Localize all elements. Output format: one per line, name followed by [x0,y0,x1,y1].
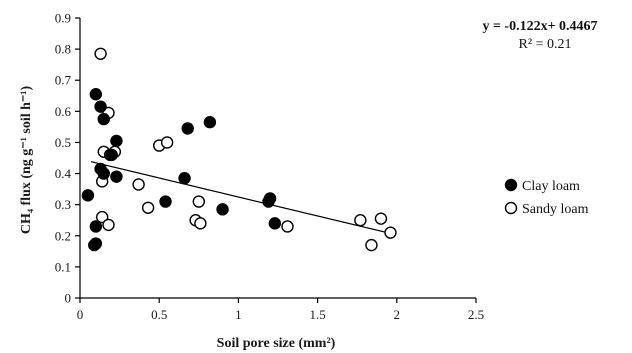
point-sandy-loam [194,217,207,230]
trendline [90,161,393,235]
y-axis-ticks: 0 0.1 0.2 0.3 0.4 0.5 0.6 0.7 0.8 0.9 [55,11,80,306]
y-tick-label: 0.4 [55,166,72,181]
legend-label-clay-loam: Clay loam [522,179,580,194]
y-tick-label: 0.6 [55,104,72,119]
x-tick-label: 0.5 [151,307,167,322]
x-tick-label: 2.5 [468,307,484,322]
point-sandy-loam [160,136,174,149]
point-clay-loam [97,112,110,126]
data-points [81,47,397,252]
legend-item-sandy-loam: Sandy loam [504,201,589,217]
y-tick-label: 0 [65,291,72,306]
x-tick-label: 2 [394,307,401,322]
plot-area: 0 0.1 0.2 0.3 0.4 0.5 0.6 0.7 0.8 0.9 0 0.5 1 1.5 2 2.… [55,11,484,323]
point-clay-loam [159,195,172,208]
point-clay-loam [89,220,103,233]
x-tick-label: 1 [235,307,242,322]
y-axis-title: CH₄ flux (ng g⁻¹ soil h⁻¹) [19,86,34,235]
point-sandy-loam [365,238,378,252]
y-tick-label: 0.1 [55,259,71,274]
legend-label-sandy-loam: Sandy loam [522,202,589,217]
point-clay-loam [203,116,217,129]
y-tick-label: 0.7 [55,73,72,88]
r-squared-label: R² = 0.21 [519,37,572,52]
point-sandy-loam [281,220,294,233]
point-clay-loam [178,172,191,185]
point-clay-loam [216,203,229,216]
point-sandy-loam [132,178,145,191]
point-clay-loam [268,217,282,230]
regression-equation: y = -0.122x+ 0.4467 [482,19,597,34]
point-sandy-loam [192,195,206,208]
y-tick-label: 0.8 [55,42,71,57]
point-clay-loam [181,122,194,135]
x-axis-title: Soil pore size (mm²) [217,336,336,351]
point-sandy-loam [354,214,367,227]
point-clay-loam [105,148,118,162]
legend-item-clay-loam: Clay loam [504,178,580,194]
x-tick-label: 1.5 [309,307,325,322]
x-tick-label: 0 [77,307,84,322]
point-clay-loam [97,167,110,180]
point-sandy-loam [102,218,115,232]
x-axis-ticks: 0 0.5 1 1.5 2 2.5 [77,298,484,322]
point-clay-loam [110,134,123,148]
y-tick-label: 0.9 [55,11,71,26]
point-clay-loam [94,100,107,113]
point-sandy-loam [374,212,388,225]
y-tick-label: 0.3 [55,197,71,212]
point-sandy-loam [141,201,155,214]
legend-marker-sandy-loam [504,201,518,215]
point-clay-loam [110,170,123,183]
legend: Clay loam Sandy loam [504,178,589,217]
point-clay-loam [89,88,103,101]
legend-marker-clay-loam [504,178,518,192]
point-clay-loam [88,238,101,252]
point-sandy-loam [384,226,397,239]
point-clay-loam [81,189,95,202]
y-tick-label: 0.2 [55,228,71,243]
point-sandy-loam [94,47,107,60]
y-tick-label: 0.5 [55,135,71,150]
point-clay-loam [263,192,277,205]
